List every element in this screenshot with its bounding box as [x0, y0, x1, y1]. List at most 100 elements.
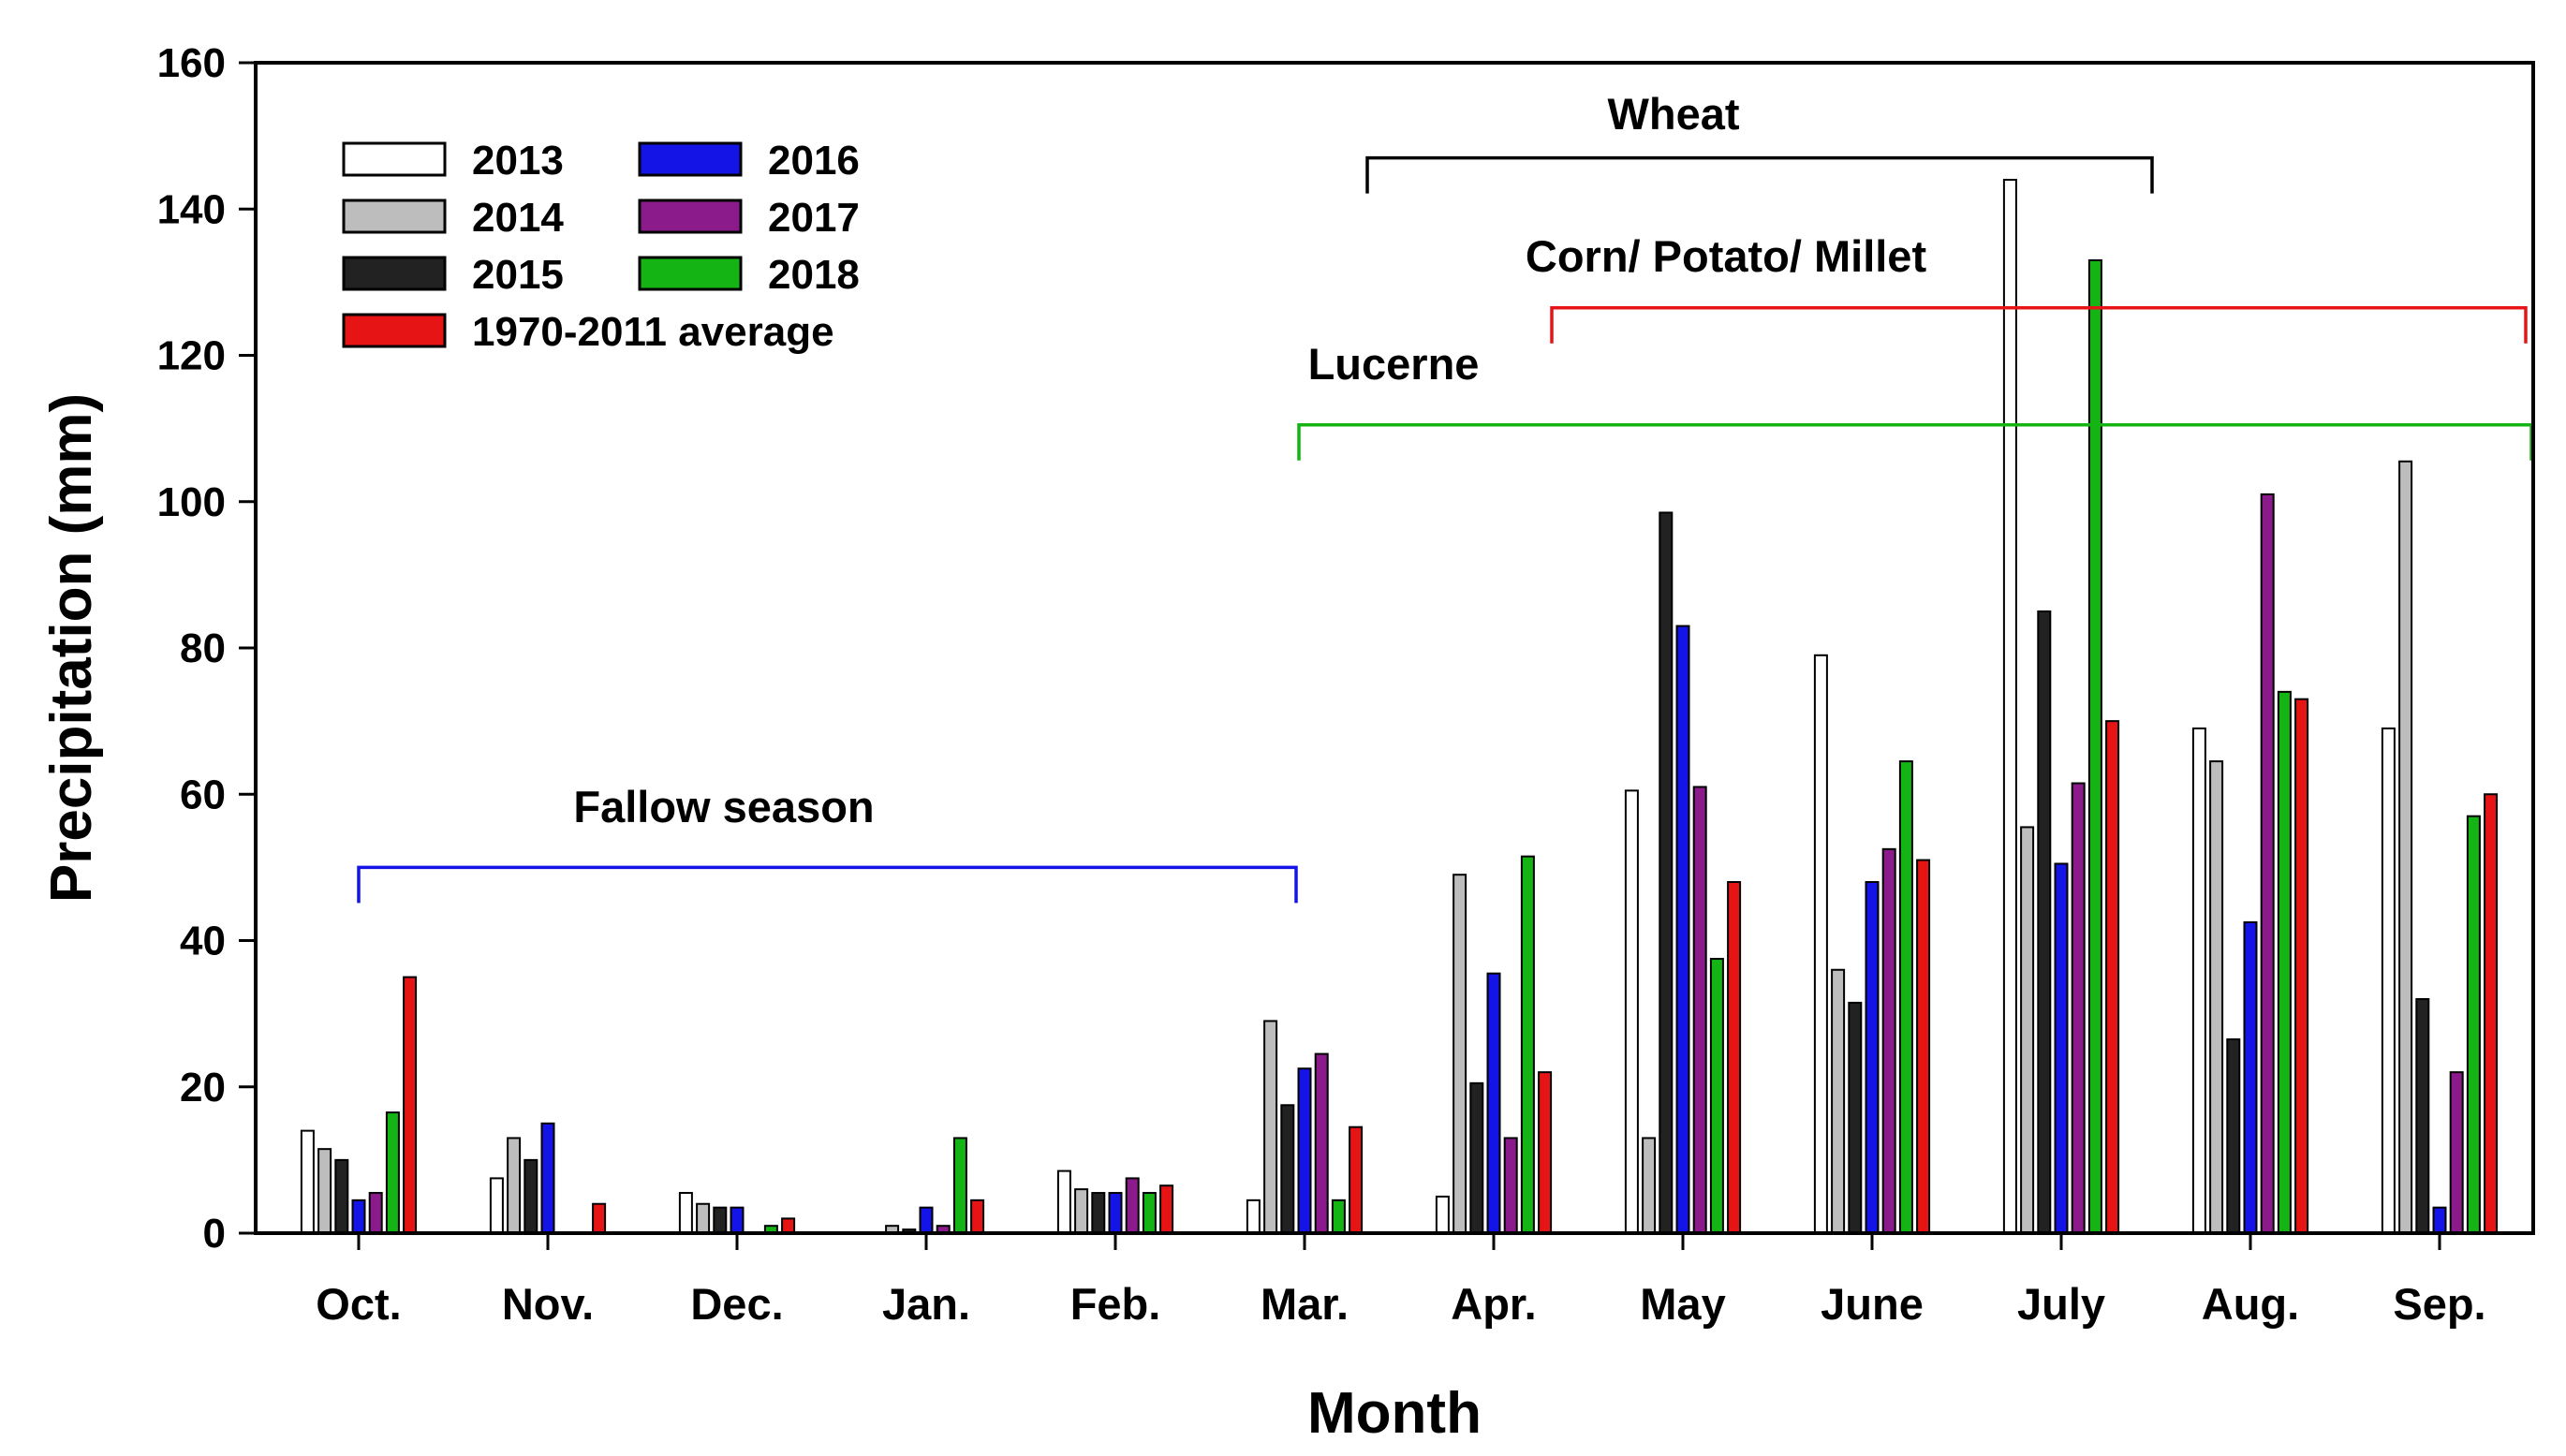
bar-2015-may [1659, 511, 1674, 1234]
annotation-lucerne: Lucerne [1297, 339, 2533, 461]
bar-2013-apr [1435, 1195, 1450, 1234]
bar-1970-2011-average-aug [2294, 698, 2309, 1234]
x-tick-label: Dec. [690, 1279, 783, 1329]
bar-2016-june [1865, 881, 1880, 1234]
legend-item: 2016 [638, 138, 860, 184]
bar-2018-may [1709, 958, 1724, 1234]
x-tick-label: July [2017, 1279, 2105, 1329]
annotation-label: Corn/ Potato/ Millet [1526, 231, 1927, 281]
annotation-bracket [1297, 422, 2533, 461]
y-tick-label: 0 [203, 1211, 226, 1257]
bar-2017-may [1692, 786, 1707, 1234]
bar-2016-july [2054, 862, 2069, 1234]
annotation-label: Wheat [1608, 89, 1740, 139]
bar-2014-feb [1074, 1188, 1089, 1234]
bar-2013-feb [1056, 1169, 1071, 1234]
legend-item: 2018 [638, 252, 860, 298]
bar-2015-sep [2415, 998, 2430, 1234]
bar-1970-2011-average-mar [1349, 1125, 1364, 1234]
x-tick-label: June [1821, 1279, 1924, 1329]
bar-2014-may [1642, 1137, 1657, 1234]
legend-label: 1970-2011 average [472, 309, 834, 355]
annotation-bracket [357, 865, 1298, 904]
bar-2016-jan [919, 1206, 934, 1234]
bar-2018-apr [1520, 855, 1535, 1234]
annotation-fallow-season: Fallow season [357, 782, 1298, 904]
bar-2016-apr [1486, 972, 1501, 1234]
legend-label: 2013 [472, 138, 564, 184]
annotation-bracket [1365, 155, 2154, 194]
bar-2016-sep [2432, 1206, 2447, 1234]
bar-2015-oct [334, 1158, 349, 1234]
legend-item: 2013 [342, 138, 564, 184]
x-tick-label: May [1640, 1279, 1725, 1329]
bar-2017-sep [2449, 1071, 2464, 1234]
plot-frame [254, 61, 2535, 1235]
bar-1970-2011-average-dec [781, 1217, 796, 1234]
bars-group [300, 179, 2499, 1234]
x-tick-label: Sep. [2393, 1279, 2485, 1329]
bar-2013-may [1624, 789, 1639, 1234]
bar-2016-oct [351, 1199, 366, 1234]
bar-1970-2011-average-sep [2484, 793, 2499, 1234]
bar-2017-oct [368, 1192, 383, 1234]
bar-2013-sep [2381, 727, 2396, 1234]
y-tick-label: 60 [180, 772, 226, 817]
y-tick-label: 80 [180, 625, 226, 671]
x-axis-title: Month [1307, 1381, 1482, 1446]
bar-2013-aug [2191, 727, 2206, 1234]
y-tick-label: 40 [180, 919, 226, 964]
bar-1970-2011-average-nov [592, 1202, 607, 1234]
x-tick-label: Oct. [316, 1279, 401, 1329]
legend-item: 2015 [342, 252, 564, 298]
bar-2018-feb [1142, 1192, 1157, 1234]
annotation-label: Fallow season [573, 782, 874, 831]
bar-2016-feb [1108, 1192, 1123, 1234]
x-axis-ticks: Oct. Nov. Dec. Jan. Feb. Mar. Apr. May June July A… [316, 1233, 2486, 1329]
bar-2014-apr [1453, 874, 1467, 1234]
bar-2015-feb [1091, 1192, 1106, 1234]
legend-swatch [638, 141, 743, 177]
bar-2014-june [1831, 968, 1846, 1234]
bar-2014-oct [317, 1148, 332, 1234]
bar-2014-dec [696, 1202, 711, 1234]
bar-2013-dec [678, 1192, 693, 1234]
legend-swatch [638, 256, 743, 291]
bar-2013-nov [489, 1177, 504, 1234]
bar-1970-2011-average-feb [1159, 1184, 1174, 1234]
bar-2015-mar [1280, 1104, 1295, 1234]
y-tick-label: 160 [157, 40, 226, 86]
legend-swatch [342, 141, 447, 177]
bar-2014-aug [2209, 760, 2224, 1234]
bar-2015-apr [1469, 1081, 1484, 1234]
bar-2014-july [2020, 826, 2035, 1234]
y-tick-label: 20 [180, 1065, 226, 1110]
legend-swatch [342, 313, 447, 348]
bar-2017-apr [1503, 1137, 1518, 1234]
bar-2018-june [1898, 760, 1913, 1234]
legend-item: 2014 [342, 195, 564, 241]
bar-2014-nov [507, 1137, 522, 1234]
legend-label: 2015 [472, 252, 564, 298]
bar-2016-nov [540, 1122, 555, 1234]
bar-1970-2011-average-apr [1538, 1071, 1553, 1234]
bar-2014-sep [2398, 460, 2413, 1234]
bar-2013-oct [300, 1129, 315, 1234]
legend-label: 2016 [768, 138, 860, 184]
bar-2018-oct [385, 1111, 400, 1234]
bar-2017-june [1881, 847, 1896, 1234]
y-axis-title: Precipitation (mm) [39, 393, 104, 903]
bar-2018-july [2087, 258, 2102, 1234]
x-tick-label: Mar. [1261, 1279, 1349, 1329]
bar-2017-mar [1314, 1052, 1329, 1234]
legend: 2013 2014 2015 1970-2011 average 2016 2017 201… [342, 138, 860, 355]
bar-2016-aug [2243, 920, 2258, 1234]
bar-1970-2011-average-may [1727, 881, 1742, 1234]
x-tick-label: Apr. [1451, 1279, 1536, 1329]
season-annotations: Fallow season Wheat Corn/ Potato/ Millet Lu… [357, 89, 2533, 904]
bar-2013-june [1813, 654, 1828, 1234]
bar-2015-june [1848, 1001, 1863, 1234]
bar-2017-feb [1125, 1177, 1140, 1234]
